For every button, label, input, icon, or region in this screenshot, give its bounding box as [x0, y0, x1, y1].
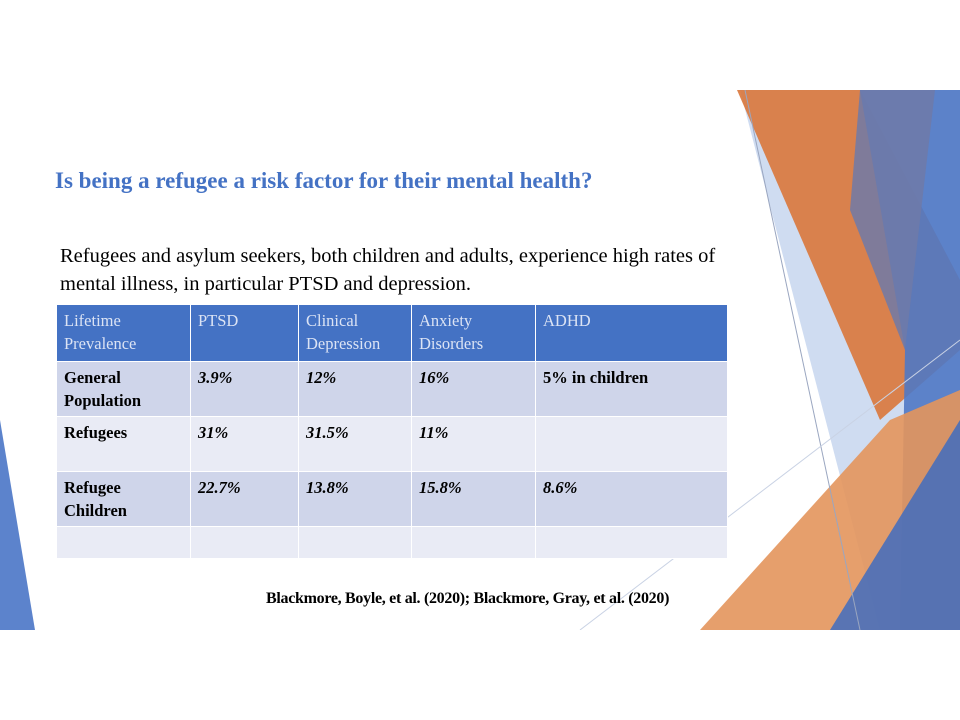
- table-cell: [535, 416, 728, 472]
- table-header-row: Lifetime Prevalence PTSD Clinical Depres…: [56, 304, 728, 362]
- table-cell: [411, 526, 536, 559]
- citation-text: Blackmore, Boyle, et al. (2020); Blackmo…: [266, 590, 670, 607]
- header-cell: Lifetime Prevalence: [56, 304, 191, 362]
- lower-blue-shape: [830, 420, 960, 630]
- slide-decoration: [0, 90, 960, 630]
- table-row: Refugees 31% 31.5% 11%: [56, 416, 728, 472]
- table-cell: 3.9%: [190, 361, 299, 417]
- table-cell: 11%: [411, 416, 536, 472]
- table-cell: 5% in children: [535, 361, 728, 417]
- table-cell: [56, 526, 191, 559]
- decor-line-1: [744, 90, 861, 630]
- table-row: [56, 526, 728, 559]
- table-cell: 22.7%: [190, 471, 299, 527]
- table-cell: 31.5%: [298, 416, 412, 472]
- table-cell: 15.8%: [411, 471, 536, 527]
- table-cell: 16%: [411, 361, 536, 417]
- right-gray-blue-shape: [850, 90, 935, 350]
- left-edge-blue-shape: [0, 420, 35, 630]
- table-row: Refugee Children 22.7% 13.8% 15.8% 8.6%: [56, 471, 728, 527]
- table-cell: [190, 526, 299, 559]
- header-cell: ADHD: [535, 304, 728, 362]
- row-label: Refugees: [56, 416, 191, 472]
- header-cell: PTSD: [190, 304, 299, 362]
- table-cell: 13.8%: [298, 471, 412, 527]
- prevalence-table: Lifetime Prevalence PTSD Clinical Depres…: [56, 304, 728, 559]
- decor-line-2: [579, 339, 960, 630]
- table-row: General Population 3.9% 12% 16% 5% in ch…: [56, 361, 728, 417]
- slide-body-text: Refugees and asylum seekers, both childr…: [60, 245, 716, 295]
- header-cell: Anxiety Disorders: [411, 304, 536, 362]
- table-cell: [535, 526, 728, 559]
- row-label: General Population: [56, 361, 191, 417]
- table-cell: 12%: [298, 361, 412, 417]
- slide-title: Is being a refugee a risk factor for the…: [55, 168, 593, 193]
- table-cell: [298, 526, 412, 559]
- table-cell: 31%: [190, 416, 299, 472]
- header-cell: Clinical Depression: [298, 304, 412, 362]
- table-cell: 8.6%: [535, 471, 728, 527]
- row-label: Refugee Children: [56, 471, 191, 527]
- slide: Is being a refugee a risk factor for the…: [0, 90, 960, 630]
